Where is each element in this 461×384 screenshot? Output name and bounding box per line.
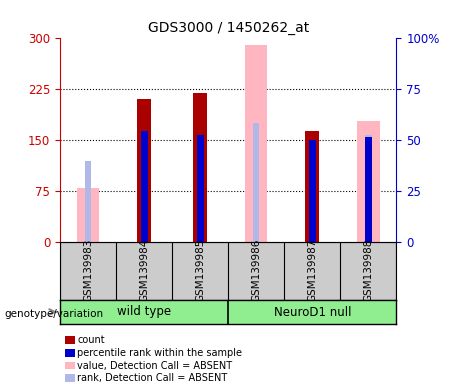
Bar	[193, 93, 207, 242]
Bar	[141, 131, 148, 242]
Text: wild type: wild type	[117, 306, 171, 318]
Text: GSM139985: GSM139985	[195, 239, 205, 303]
Text: count: count	[77, 335, 105, 345]
Bar	[245, 45, 267, 242]
Text: GSM139987: GSM139987	[307, 239, 317, 303]
Text: GSM139983: GSM139983	[83, 239, 93, 303]
Bar	[305, 131, 319, 242]
Text: genotype/variation: genotype/variation	[5, 309, 104, 319]
Bar	[309, 140, 316, 242]
Bar	[197, 135, 204, 242]
Text: value, Detection Call = ABSENT: value, Detection Call = ABSENT	[77, 361, 232, 371]
Bar	[253, 123, 260, 242]
Text: percentile rank within the sample: percentile rank within the sample	[77, 348, 242, 358]
Bar	[365, 135, 372, 242]
Text: GSM139988: GSM139988	[363, 239, 373, 303]
Text: GSM139984: GSM139984	[139, 239, 149, 303]
Bar	[365, 137, 372, 242]
Bar	[137, 99, 151, 242]
Text: GSM139986: GSM139986	[251, 239, 261, 303]
Title: GDS3000 / 1450262_at: GDS3000 / 1450262_at	[148, 21, 309, 35]
Bar	[85, 161, 91, 242]
Bar	[357, 121, 379, 242]
Text: rank, Detection Call = ABSENT: rank, Detection Call = ABSENT	[77, 373, 228, 383]
Text: NeuroD1 null: NeuroD1 null	[273, 306, 351, 318]
Bar	[77, 188, 99, 242]
